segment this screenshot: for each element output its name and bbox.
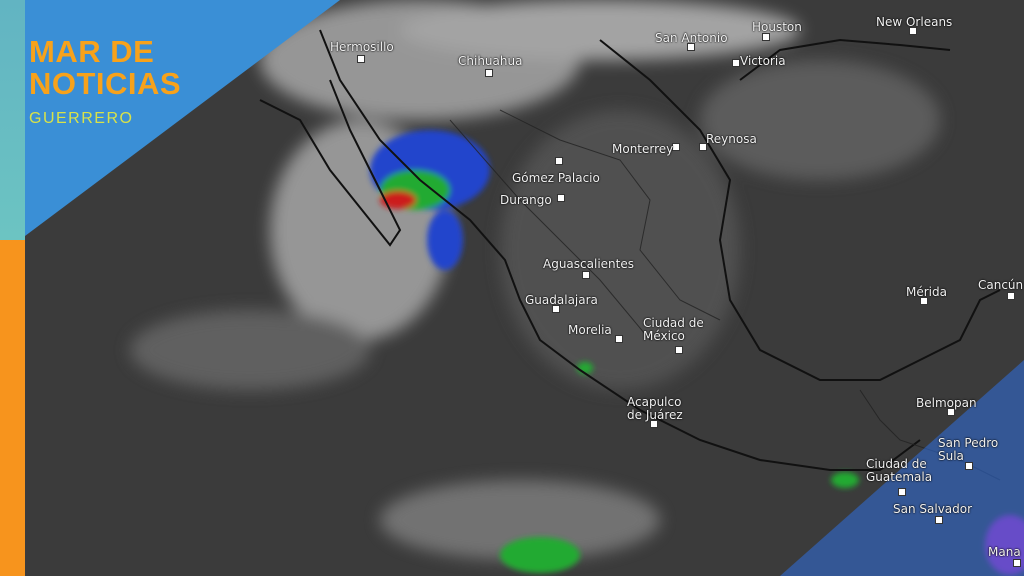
city-marker [555,157,563,165]
city-label: Guadalajara [525,293,598,307]
city-label: Cancún [978,278,1024,292]
city-label: New Orleans [876,15,953,29]
city-marker [552,305,560,313]
city-marker [687,43,695,51]
city-label: Acapulco de Juárez [627,395,683,422]
city-marker [357,55,365,63]
brand-line1: MAR DE [29,34,155,69]
city-label: Hermosillo [330,40,394,54]
brand-region: GUERRERO [29,110,134,127]
city-marker [1013,559,1021,567]
city-label: San Pedro Sula [938,436,999,463]
side-strip-orange [0,240,25,576]
blue-overlay-bottom [780,360,1024,576]
city-label: Monterrey [612,142,674,156]
city-marker [675,346,683,354]
brand-line2: NOTICIAS [29,66,182,101]
city-label: Aguascalientes [543,257,634,271]
side-strip-teal [0,0,25,240]
city-marker [909,27,917,35]
city-marker [1007,292,1015,300]
city-label: Reynosa [706,132,757,146]
city-marker [920,297,928,305]
city-label: San Salvador [893,502,973,516]
city-label: Belmopan [916,396,977,410]
city-label: Houston [752,20,802,34]
city-marker [947,408,955,416]
city-marker [965,462,973,470]
city-label: Mana [988,545,1021,559]
city-marker [485,69,493,77]
city-label: Victoria [740,54,786,68]
city-label: Durango [500,193,552,207]
city-label: Gómez Palacio [512,171,600,185]
brand-logo: MAR DE NOTICIAS [29,36,181,100]
city-label: Mérida [906,285,947,299]
city-marker [699,143,707,151]
city-marker [935,516,943,524]
city-marker [615,335,623,343]
city-marker [732,59,740,67]
city-label: Morelia [568,323,612,337]
coastlines [259,29,1001,471]
city-marker [762,33,770,41]
city-label: Ciudad de Guatemala [866,457,933,484]
city-label: Chihuahua [458,54,523,68]
blue-overlay-top [25,0,340,236]
city-marker [672,143,680,151]
city-label: Ciudad de México [643,316,704,343]
city-marker [650,420,658,428]
city-marker [898,488,906,496]
city-label: San Antonio [655,31,728,45]
city-marker [582,271,590,279]
city-marker [557,194,565,202]
